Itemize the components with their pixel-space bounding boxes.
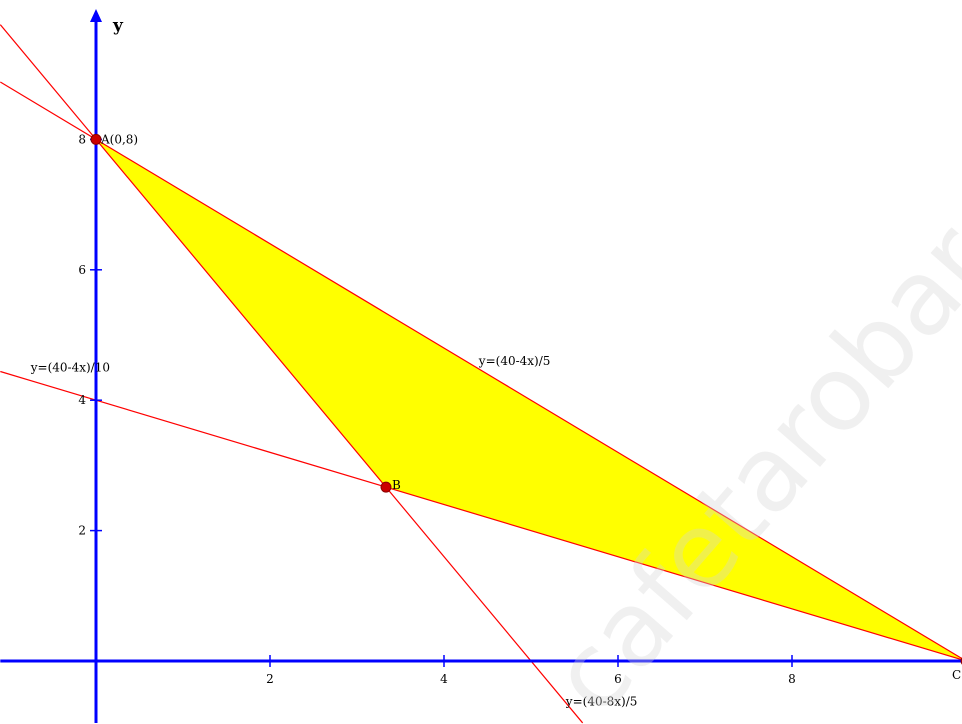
constraint-line-1 bbox=[0, 81, 962, 660]
line-label-2: y=(40-8x)/5 bbox=[565, 694, 638, 708]
x-tick-label-2: 2 bbox=[266, 672, 274, 686]
y-tick-label-8: 8 bbox=[78, 132, 86, 146]
point-label-3: C bbox=[952, 668, 961, 682]
y-tick-label-2: 2 bbox=[78, 524, 86, 538]
x-tick-label-6: 6 bbox=[614, 672, 622, 686]
y-axis-arrow bbox=[90, 9, 102, 22]
line-label-3: y=(40-4x)/10 bbox=[30, 361, 110, 375]
line-label-1: y=(40-4x)/5 bbox=[478, 354, 551, 368]
watermark: cafetarobar.com bbox=[527, 16, 962, 724]
point-1 bbox=[90, 133, 102, 145]
x-tick-label-8: 8 bbox=[788, 672, 796, 686]
point-2 bbox=[380, 481, 392, 493]
y-tick-label-6: 6 bbox=[78, 263, 86, 277]
point-label-1: A(0,8) bbox=[100, 132, 138, 146]
x-tick-label-4: 4 bbox=[440, 672, 448, 686]
point-label-2: B bbox=[392, 478, 401, 492]
y-tick-label-4: 4 bbox=[78, 393, 86, 407]
constraint-line-3 bbox=[0, 370, 962, 661]
y-axis-label: y bbox=[112, 16, 124, 36]
